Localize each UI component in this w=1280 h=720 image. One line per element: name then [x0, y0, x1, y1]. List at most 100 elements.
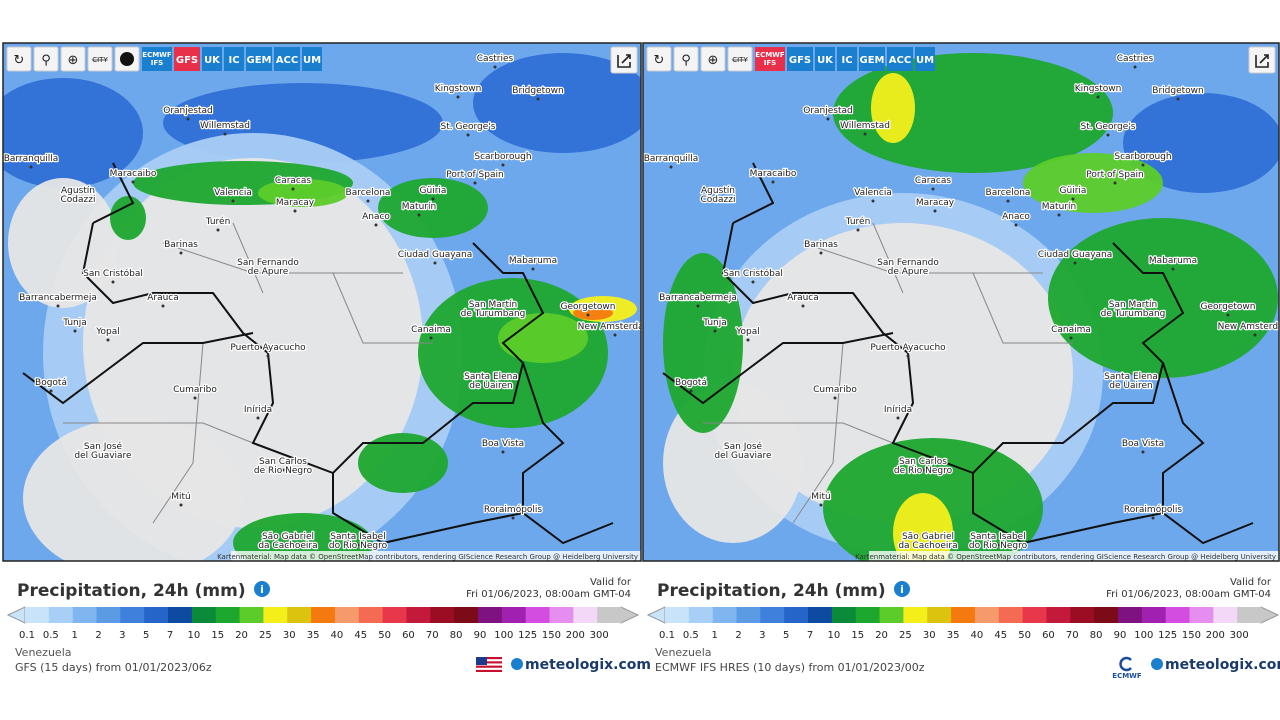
- city-line: da Cachoeira: [258, 541, 317, 551]
- city-label: Caracas: [915, 176, 951, 186]
- city-label: New Amsterdam: [1218, 322, 1280, 332]
- model-button[interactable]: [887, 47, 913, 71]
- scale-label: 40: [971, 630, 984, 641]
- model-button[interactable]: [787, 47, 813, 71]
- city-line: San José: [84, 441, 123, 452]
- scale-swatch: [525, 607, 550, 623]
- state-border: [162, 242, 403, 274]
- model-button[interactable]: [815, 47, 835, 71]
- city-dot: [431, 197, 435, 201]
- scale-label: 150: [1182, 630, 1201, 641]
- city-label: Santa Isabel do Rio Negro: [329, 532, 388, 551]
- model-label: ECMWF IFS: [755, 51, 785, 67]
- city-dot: [1057, 213, 1061, 217]
- city-line: São Gabriel: [902, 532, 954, 542]
- scale-label: 20: [875, 630, 888, 641]
- precip-area: [871, 73, 915, 143]
- ecmwf-logo: [1119, 656, 1132, 672]
- city-dot: [193, 396, 197, 400]
- city-dot: [286, 543, 290, 547]
- city-dot: [926, 543, 930, 547]
- city-label: Agustín Codazzi: [61, 186, 96, 205]
- model-label: ECMWF IFS: [142, 51, 172, 67]
- state-border: [332, 272, 433, 344]
- city-dot: [131, 180, 135, 184]
- reload-button[interactable]: [6, 46, 32, 72]
- reload-button[interactable]: [646, 46, 672, 72]
- city-dot: [1096, 95, 1100, 99]
- model-button[interactable]: [174, 47, 200, 71]
- city-label: San Cristóbal: [723, 268, 783, 279]
- city-dot: [49, 389, 53, 393]
- city-label: Turén: [205, 216, 231, 227]
- city-dot: [1133, 65, 1137, 69]
- scale-swatch: [736, 607, 761, 623]
- city-toggle[interactable]: [727, 46, 753, 72]
- model-button[interactable]: [859, 47, 885, 71]
- scale-swatch: [72, 607, 98, 623]
- city-dot: [771, 180, 775, 184]
- zoom-button[interactable]: [60, 46, 86, 72]
- model-button[interactable]: [274, 47, 300, 71]
- city-dot: [366, 199, 370, 203]
- city-label: Barinas: [164, 240, 198, 250]
- model-run: GFS (15 days) from 01/01/2023/06z: [15, 661, 212, 674]
- info-icon[interactable]: [894, 581, 910, 597]
- city-label: Cumaribo: [173, 385, 217, 395]
- model-label: GFS: [176, 55, 198, 66]
- city-line: Santa Elena: [464, 372, 518, 382]
- city-line: Agustín: [61, 186, 95, 196]
- city-label: Maturín: [1042, 202, 1076, 212]
- model-line: IFS: [764, 59, 776, 67]
- info-glyph: i: [260, 583, 264, 596]
- city-dot: [1069, 336, 1073, 340]
- city-dot: [1073, 261, 1077, 265]
- model-line: IFS: [151, 59, 163, 67]
- city-label: Cumaribo: [813, 385, 857, 395]
- city-dot: [374, 223, 378, 227]
- city-line: Codazzi: [701, 195, 736, 205]
- model-button[interactable]: [755, 47, 785, 71]
- city-label: Anaco: [1002, 212, 1030, 222]
- country-border: [721, 222, 1185, 475]
- city-line: São Gabriel: [262, 532, 314, 542]
- model-button[interactable]: [837, 47, 857, 71]
- city-dot: [996, 543, 1000, 547]
- model-button[interactable]: [246, 47, 272, 71]
- scale-label: 15: [851, 630, 864, 641]
- attribution-bg: [231, 551, 641, 561]
- info-icon[interactable]: [254, 581, 270, 597]
- pin-button[interactable]: [673, 46, 699, 72]
- precip-area: [233, 513, 373, 561]
- model-button[interactable]: [142, 47, 172, 71]
- city-label: Castries: [477, 54, 514, 64]
- city-label: Georgetown: [561, 302, 616, 312]
- city-label: Bridgetown: [512, 86, 563, 96]
- zoom-button[interactable]: [700, 46, 726, 72]
- city-label: Barcelona: [346, 188, 391, 198]
- scale-label: 3: [119, 630, 125, 641]
- scale-swatch: [1117, 607, 1143, 623]
- model-button[interactable]: [915, 47, 935, 71]
- model-button[interactable]: [224, 47, 244, 71]
- scale-label: 30: [923, 630, 936, 641]
- precip-area: [3, 78, 143, 188]
- city-dot: [111, 280, 115, 284]
- city-dot: [266, 269, 270, 273]
- precip-area: [573, 306, 613, 320]
- model-button[interactable]: [302, 47, 322, 71]
- pin-button[interactable]: [33, 46, 59, 72]
- city-label: Maracaibo: [750, 169, 797, 179]
- scale-swatch: [477, 607, 503, 623]
- model-button[interactable]: [202, 47, 222, 71]
- city-dot: [179, 503, 183, 507]
- city-label: Port of Spain: [1086, 170, 1143, 180]
- city-line: de Apure: [888, 267, 929, 277]
- pin-button-icon: ⚲: [41, 53, 51, 68]
- city-dot: [1226, 313, 1230, 317]
- city-label: Willemstad: [200, 121, 250, 131]
- city-toggle[interactable]: [87, 46, 113, 72]
- city-label: Kingstown: [1075, 84, 1122, 94]
- city-dot: [1176, 97, 1180, 101]
